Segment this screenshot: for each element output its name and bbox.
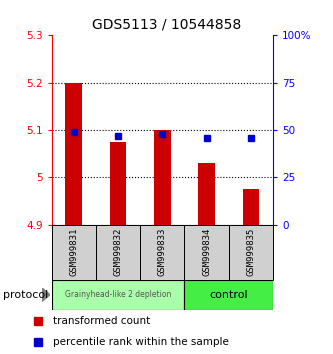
Text: control: control [209,290,248,300]
Bar [198,163,215,225]
Polygon shape [42,287,50,302]
Bar [184,280,273,310]
Text: GSM999835: GSM999835 [246,228,255,276]
Text: transformed count: transformed count [53,316,150,326]
Bar [140,225,184,280]
Text: GSM999832: GSM999832 [114,228,123,276]
Text: Grainyhead-like 2 depletion: Grainyhead-like 2 depletion [65,290,171,299]
Bar [96,225,140,280]
Text: GDS5113 / 10544858: GDS5113 / 10544858 [92,18,241,32]
Bar [110,142,127,225]
Text: GSM999834: GSM999834 [202,228,211,276]
Bar [242,189,259,225]
Bar [52,280,184,310]
Text: percentile rank within the sample: percentile rank within the sample [53,337,229,347]
Bar [52,225,96,280]
Bar [229,225,273,280]
Text: GSM999831: GSM999831 [69,228,78,276]
Text: GSM999833: GSM999833 [158,228,167,276]
Bar [65,83,82,225]
Bar [154,130,171,225]
Bar [184,225,229,280]
Text: protocol: protocol [3,290,49,300]
